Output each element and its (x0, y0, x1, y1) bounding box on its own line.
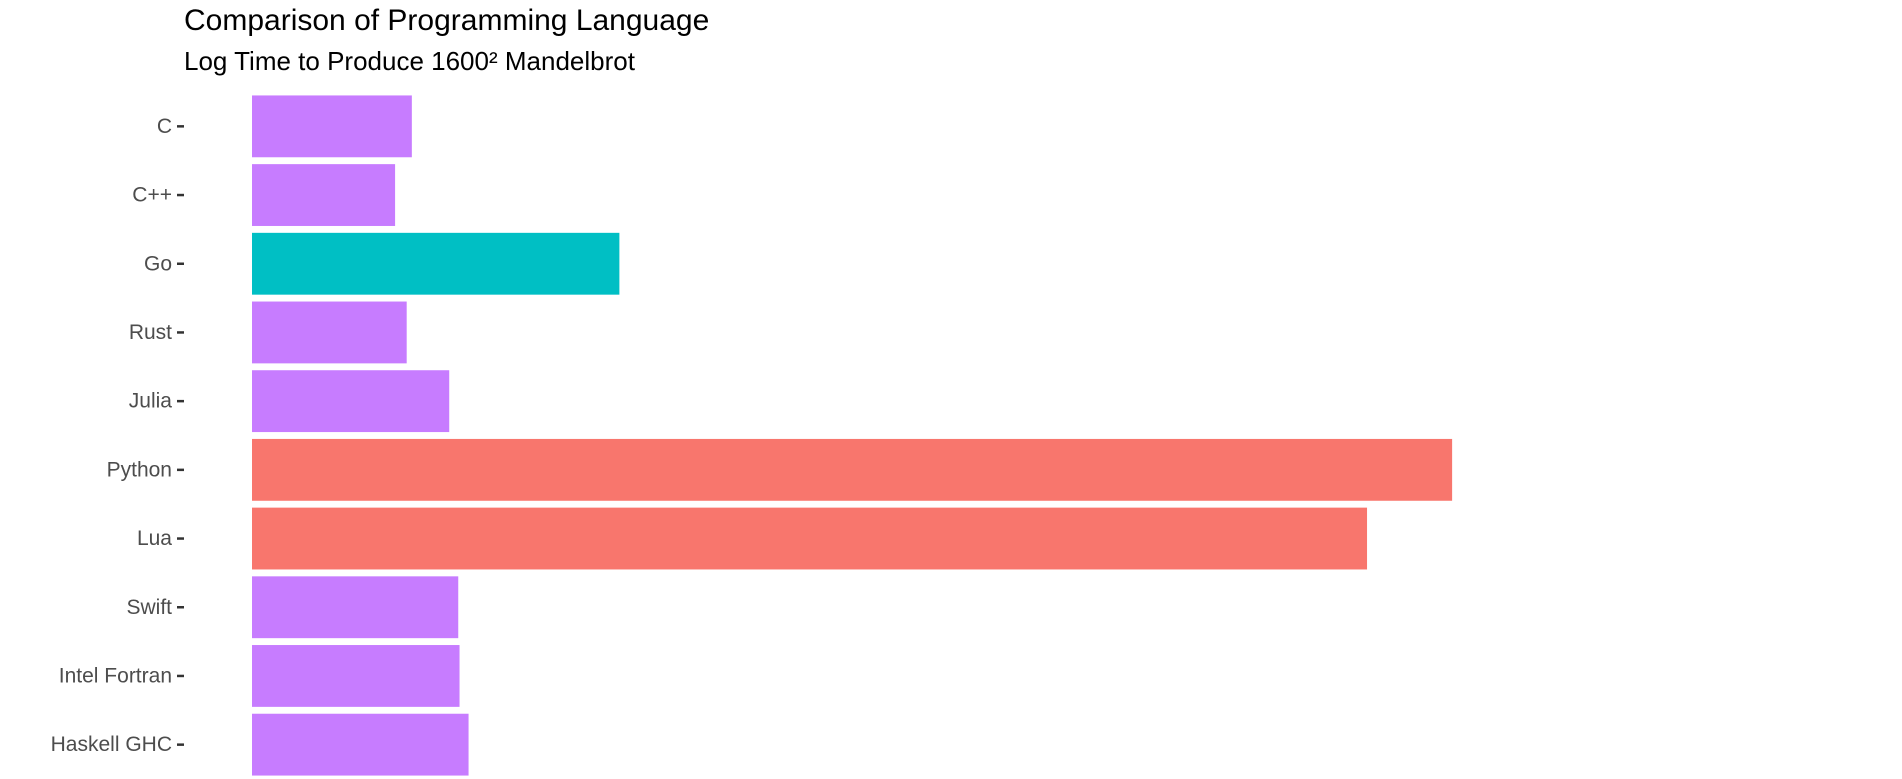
y-tick-label: C (157, 115, 172, 138)
y-tick-label: Rust (129, 321, 172, 344)
chart-subtitle: Log Time to Produce 1600² Mandelbrot (184, 46, 636, 76)
y-tick-label: Julia (129, 390, 173, 413)
y-tick-label: Python (107, 458, 172, 481)
bar-julia (252, 370, 450, 433)
y-tick-label: Swift (126, 596, 172, 619)
chart-title: Comparison of Programming Language (184, 4, 709, 37)
y-axis: C C++ Go Rust Julia Python Lua Swift Intel Fortr… (51, 115, 184, 756)
y-tick-label: Intel Fortran (59, 664, 172, 687)
bar-go (252, 232, 620, 295)
bar-swift (252, 576, 459, 639)
bar-python (252, 438, 1453, 501)
bar-lua (252, 507, 1368, 570)
bar-c (252, 95, 412, 158)
bar-intel-fortran (252, 645, 460, 707)
y-tick-label: Go (144, 252, 172, 275)
bar-haskell-ghc (252, 713, 469, 776)
bar-c- (252, 164, 396, 226)
bars-group (252, 95, 1453, 776)
bar-rust (252, 301, 407, 364)
y-tick-label: C++ (132, 184, 172, 207)
y-tick-label: Haskell GHC (51, 733, 172, 756)
y-tick-label: Lua (137, 527, 172, 550)
